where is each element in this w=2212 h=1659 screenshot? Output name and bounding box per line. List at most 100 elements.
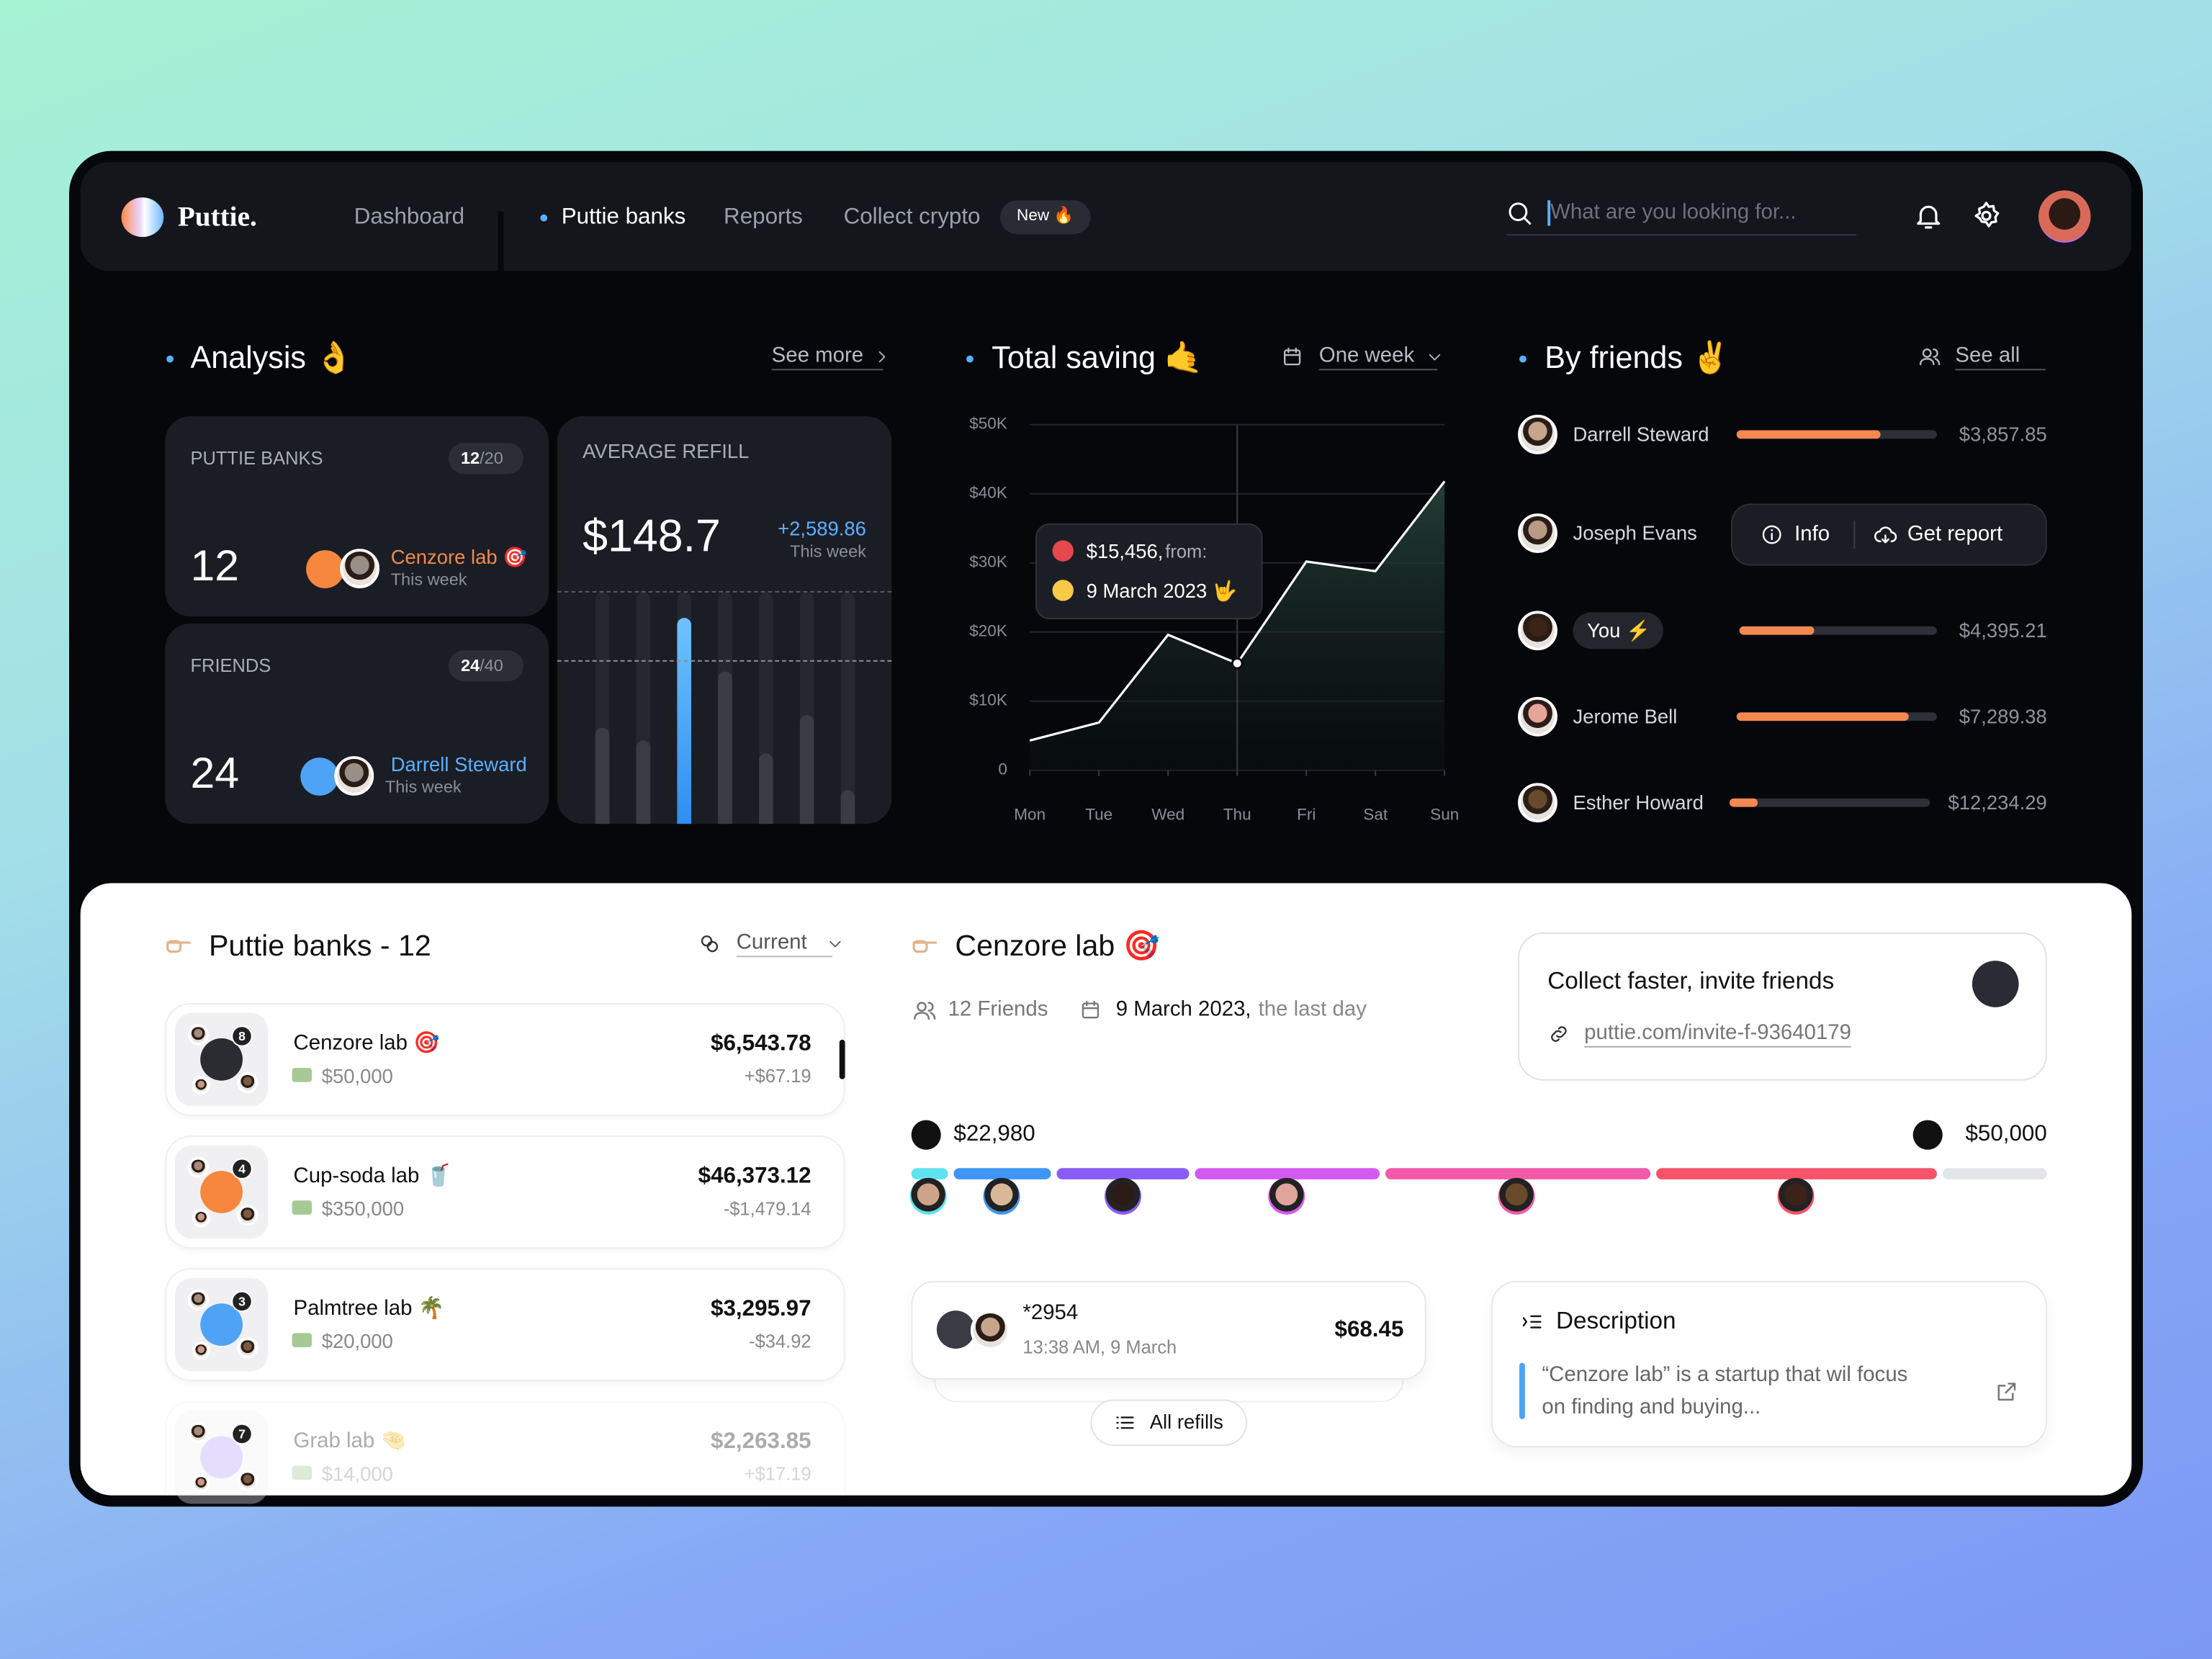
quote-bar <box>1519 1362 1525 1419</box>
label[interactable]: puttie.com/invite-f-93640179 <box>1584 1020 1852 1048</box>
label[interactable]: One week <box>1318 343 1437 371</box>
settings-icon <box>1974 202 2000 228</box>
action-pill[interactable] <box>1730 503 2047 566</box>
nav-link[interactable]: Dashboard <box>354 204 465 230</box>
progress-segment <box>953 1168 1051 1179</box>
label: $6,543.78 <box>711 1031 811 1056</box>
label: FRIENDS <box>190 655 271 676</box>
label[interactable]: See all <box>1955 343 2046 371</box>
avatar <box>1518 415 1557 454</box>
button-label[interactable]: Get report <box>1907 521 2003 547</box>
label: *2954 <box>1022 1300 1079 1325</box>
label: $2,263.85 <box>711 1429 811 1454</box>
bank-card[interactable] <box>165 1002 845 1116</box>
label: By friends ✌️ <box>1545 339 1730 375</box>
label: Collect faster, invite friends <box>1547 967 1835 994</box>
icon-part <box>1981 210 1992 221</box>
add-button[interactable] <box>1972 961 2019 1007</box>
search-caret <box>1547 200 1550 226</box>
contributor-pin <box>983 1177 1020 1215</box>
avatar <box>186 1023 208 1045</box>
label: Cenzore lab 🎯 <box>293 1031 440 1056</box>
icon-part <box>1523 216 1532 225</box>
label: -$1,479.14 <box>723 1197 811 1220</box>
bank-card[interactable] <box>165 1401 845 1496</box>
nav-link[interactable]: Puttie banks <box>561 204 686 230</box>
progress-fill <box>1739 626 1815 635</box>
line-chart: 0 $10K $20K $30K $40K $50K Mon Tue Wed Thu Fri Sat S… <box>969 415 1459 824</box>
label: $14,000 <box>321 1462 393 1485</box>
icon-part <box>1874 526 1897 543</box>
avatar <box>191 1075 210 1094</box>
refill-level <box>759 753 773 824</box>
bank-card[interactable] <box>165 1136 845 1249</box>
label: 4 <box>238 1161 246 1176</box>
coins-icon <box>701 935 719 953</box>
bell-icon <box>1917 205 1941 229</box>
search-input[interactable]: What are you looking for... <box>1550 200 1797 225</box>
icon-part <box>1551 1026 1567 1042</box>
label: Description <box>1555 1307 1676 1335</box>
bullet-dot <box>539 213 547 221</box>
progress-fill <box>1736 430 1881 439</box>
label: +$67.19 <box>744 1065 811 1087</box>
label: Esther Howard <box>1573 791 1704 814</box>
button-label[interactable]: Info <box>1794 521 1830 547</box>
avatar <box>970 1310 1010 1350</box>
label: -$34.92 <box>749 1330 811 1352</box>
y-tick-label: 0 <box>998 760 1007 778</box>
label: $20,000 <box>321 1329 393 1353</box>
nav-link[interactable]: Collect crypto <box>843 204 981 230</box>
tooltip <box>1035 523 1263 620</box>
avatar <box>1518 696 1557 737</box>
link[interactable]: See more <box>771 343 884 371</box>
cash-emoji <box>292 1465 312 1480</box>
bank-card[interactable] <box>165 1268 845 1382</box>
avatar <box>236 1071 258 1093</box>
stat-value: 24 <box>190 748 240 798</box>
link-icon <box>1551 1026 1567 1042</box>
progress-track <box>1729 798 1930 807</box>
x-tick-label: Mon <box>1014 805 1046 823</box>
bank-icon <box>200 1436 243 1479</box>
refill-level <box>799 715 814 824</box>
progress-fill <box>1736 712 1909 721</box>
dollar-coin <box>911 1120 941 1150</box>
you-pill <box>1573 612 1663 649</box>
label: All refills <box>1149 1410 1223 1433</box>
cash-emoji <box>292 1333 312 1348</box>
label: $3,857.85 <box>1959 422 2047 446</box>
refill-track <box>840 592 855 824</box>
nav-link[interactable]: Reports <box>724 204 803 230</box>
avatar <box>186 1288 208 1310</box>
label: Grab lab 🤏 <box>293 1429 408 1453</box>
contributor-pin <box>909 1177 947 1215</box>
cash-emoji <box>292 1068 312 1082</box>
label: $68.45 <box>1334 1318 1404 1342</box>
info-icon <box>1762 525 1781 544</box>
label: Joseph Evans <box>1573 521 1697 544</box>
label: AVERAGE REFILL <box>583 439 750 462</box>
x-tick-label: Sun <box>1430 805 1459 823</box>
contributor-pin <box>1105 1177 1141 1215</box>
progress-segment <box>1056 1168 1190 1179</box>
progress-segment <box>1942 1168 2047 1179</box>
progress-segment <box>1195 1168 1380 1179</box>
label: $46,373.12 <box>698 1164 811 1189</box>
search-underline <box>1506 234 1857 236</box>
label: Puttie banks - 12 <box>208 930 431 963</box>
icon-part <box>1762 525 1781 544</box>
label: Darrell Steward <box>1573 422 1709 446</box>
label: $22,980 <box>953 1122 1035 1146</box>
label[interactable]: Current <box>736 930 832 958</box>
all-refills-button[interactable] <box>1090 1399 1247 1447</box>
plus-circle <box>300 757 339 796</box>
label: $3,295.97 <box>711 1297 811 1321</box>
icon-part <box>1997 1382 2015 1401</box>
label: Analysis 👌 <box>190 339 354 375</box>
label: $350,000 <box>321 1197 405 1220</box>
chevron-down <box>830 940 841 948</box>
nav-bar <box>80 162 2132 271</box>
calendar-icon <box>1082 1000 1100 1019</box>
bank-icon <box>200 1171 243 1213</box>
